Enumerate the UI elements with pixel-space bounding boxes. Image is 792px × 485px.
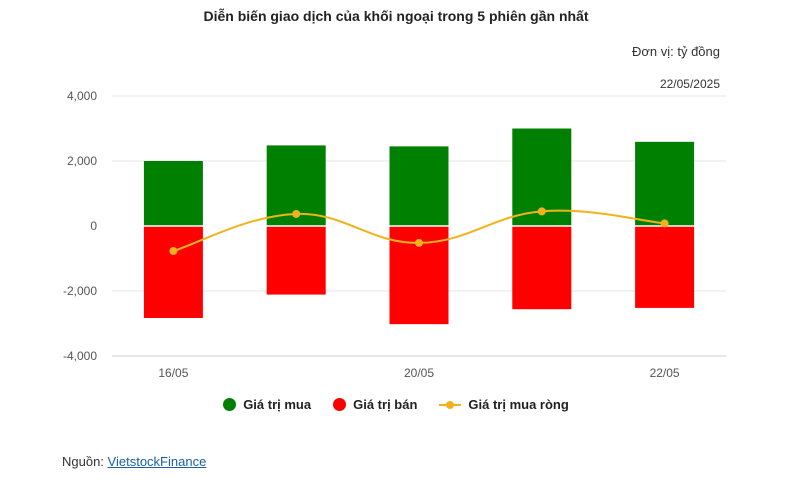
x-tick-label: 16/05 bbox=[158, 366, 188, 380]
net-point bbox=[660, 219, 669, 228]
unit-label: Đơn vị: tỷ đồng bbox=[631, 44, 720, 59]
bar-sell bbox=[266, 226, 326, 295]
legend-item-sell[interactable]: Giá trị bán bbox=[333, 397, 417, 412]
x-tick-label: 22/05 bbox=[650, 366, 680, 380]
net-point bbox=[415, 238, 423, 247]
y-tick-label: 0 bbox=[90, 219, 97, 233]
chart-legend: Giá trị mua Giá trị bán Giá trị mua ròng bbox=[0, 397, 792, 412]
legend-sell-label: Giá trị bán bbox=[353, 397, 418, 412]
y-tick-label: 2,000 bbox=[67, 154, 97, 168]
legend-net-marker bbox=[439, 398, 462, 411]
legend-item-net[interactable]: Giá trị mua ròng bbox=[439, 397, 569, 412]
legend-net-label: Giá trị mua ròng bbox=[468, 397, 569, 412]
y-tick-label: 4,000 bbox=[67, 89, 97, 103]
legend-buy-marker bbox=[223, 398, 237, 411]
y-tick-label: -2,000 bbox=[63, 284, 97, 298]
bar-buy bbox=[635, 141, 695, 226]
legend-buy-label: Giá trị mua bbox=[243, 397, 312, 412]
bar-sell bbox=[512, 226, 572, 310]
bar-sell bbox=[143, 226, 203, 318]
legend-sell-marker bbox=[333, 398, 347, 411]
bar-buy bbox=[389, 146, 449, 226]
bar-buy bbox=[143, 161, 203, 226]
net-point bbox=[169, 247, 178, 256]
chart-plot: 4,000 2,000 0 -2,000 -4,000 16/05 20/05 22/05 bbox=[63, 89, 726, 380]
source-prefix: Nguồn: bbox=[62, 454, 108, 469]
net-point bbox=[292, 209, 301, 218]
bar-sell bbox=[635, 226, 695, 308]
y-tick-label: -4,000 bbox=[63, 349, 97, 363]
chart-title: Diễn biến giao dịch của khối ngoại trong… bbox=[203, 8, 589, 24]
x-tick-label: 20/05 bbox=[404, 366, 434, 380]
source-link[interactable]: VietstockFinance bbox=[107, 454, 207, 469]
net-point bbox=[537, 207, 546, 216]
legend-item-buy[interactable]: Giá trị mua bbox=[223, 397, 311, 412]
date-label: 22/05/2025 bbox=[659, 77, 720, 91]
source-note: Nguồn: VietstockFinance bbox=[62, 454, 206, 469]
